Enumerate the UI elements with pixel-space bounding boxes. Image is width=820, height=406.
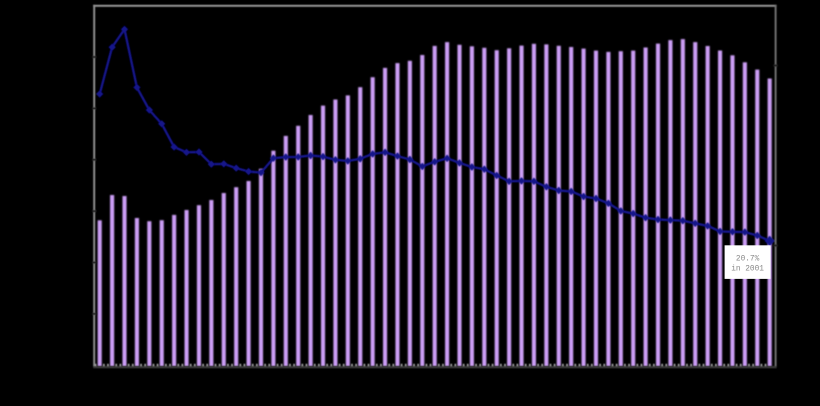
- svg-text:20.7%: 20.7%: [736, 255, 760, 263]
- svg-text:in 2001: in 2001: [731, 265, 764, 273]
